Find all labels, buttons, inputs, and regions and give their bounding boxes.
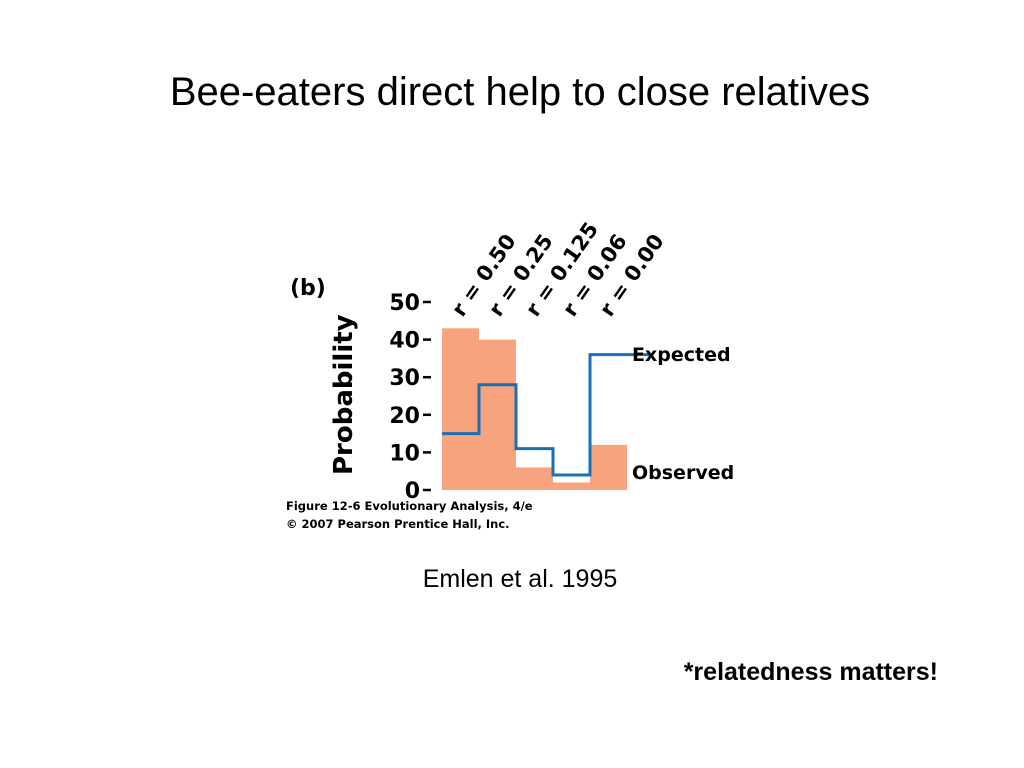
citation: Emlen et al. 1995 (422, 565, 618, 593)
slide-title: Bee-eaters direct help to close relative… (169, 70, 871, 114)
observed-bar-4 (590, 444, 627, 490)
y-tick-label-3: 30 (389, 366, 420, 391)
legend-observed-label: Observed (632, 462, 734, 484)
figure-caption-line1: Figure 12-6 Evolutionary Analysis, 4/e (286, 499, 533, 513)
panel-label: (b) (290, 276, 326, 301)
legend-expected-label: Expected (632, 344, 731, 366)
observed-bar-2 (516, 467, 553, 490)
observed-bars (442, 328, 627, 490)
y-tick-label-1: 10 (389, 441, 420, 466)
y-axis-ticks: 0 10 20 30 40 50 (389, 291, 431, 504)
y-tick-label-4: 40 (389, 329, 420, 354)
expected-step-line (442, 353, 627, 477)
observed-bar-3 (553, 482, 590, 490)
y-axis-label: Probability (329, 314, 359, 475)
y-tick-label-0: 0 (405, 479, 420, 504)
takeaway-text: *relatedness matters! (683, 658, 938, 686)
y-tick-label-5: 50 (389, 291, 420, 316)
observed-bar-0 (442, 328, 479, 490)
observed-bar-1 (479, 339, 516, 490)
probability-chart: (b) Probability 0 10 20 30 40 50 r = 0.50r = … (286, 218, 734, 531)
figure-caption-line2: © 2007 Pearson Prentice Hall, Inc. (286, 517, 510, 531)
y-tick-label-2: 20 (389, 404, 420, 429)
